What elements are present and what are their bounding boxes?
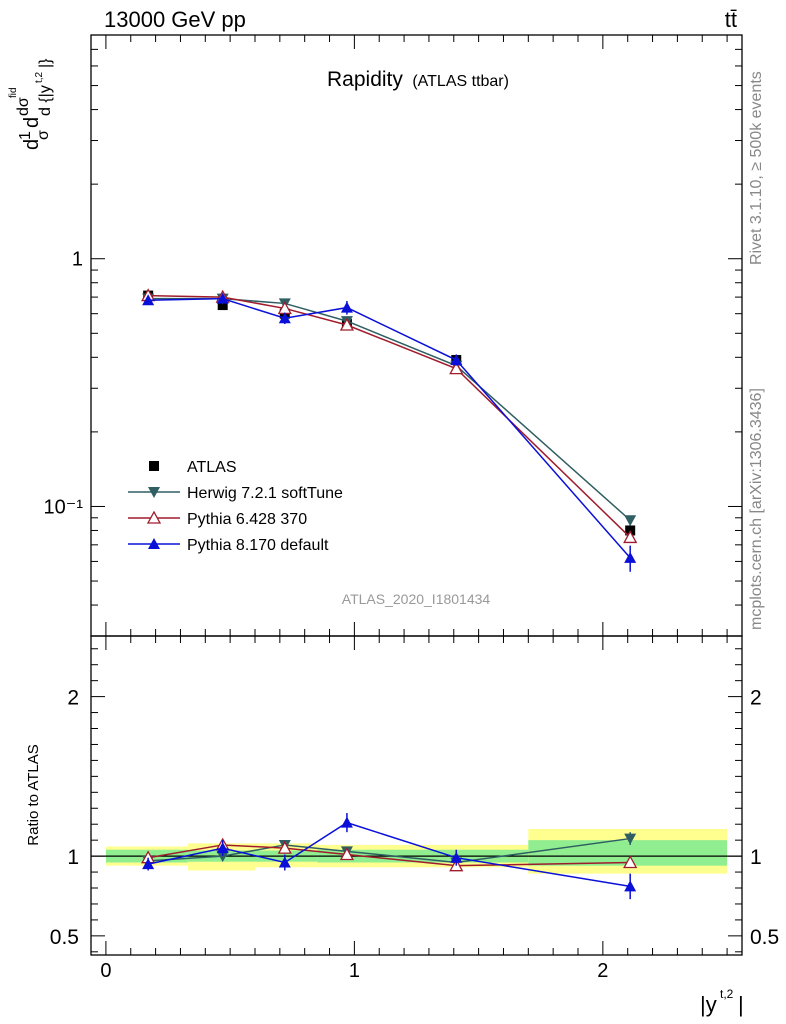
svg-text:|: |: [738, 992, 744, 1017]
data-point: [339, 847, 355, 861]
legend-marker: [149, 461, 159, 471]
axes-frame: 1 10⁻¹ 0.5 0.5 1 1 2 2 0 1 2: [44, 34, 779, 982]
x-tick-label: 1: [349, 960, 360, 982]
ratio-series-2: [142, 813, 637, 900]
data-point: [278, 856, 291, 868]
data-point: [216, 292, 229, 304]
series-line: [147, 821, 631, 888]
data-point: [623, 855, 638, 869]
legend-marker: [148, 538, 160, 549]
data-point: [624, 515, 637, 527]
data-point: [340, 816, 353, 828]
mcplots-label: mcplots.cern.ch [arXiv:1306.3436]: [748, 388, 765, 630]
svg-text:t,2: t,2: [720, 987, 734, 1001]
main-y-axis-label: d 1 σ d dσ fid d {|y t,2 |}: [8, 58, 54, 150]
ratio-y-tick-label-left: 2: [67, 687, 79, 710]
svg-text:|}: |}: [37, 58, 54, 68]
legend-marker: [146, 510, 162, 524]
data-point: [142, 294, 155, 306]
x-tick-label: 0: [100, 960, 111, 982]
legend-entry-3: Pythia 8.170 default: [128, 537, 329, 554]
energy-label: 13000 GeV pp: [104, 7, 246, 32]
data-point: [624, 833, 637, 845]
svg-text:d {|y: d {|y: [37, 85, 54, 116]
svg-text:d: d: [21, 117, 43, 128]
main-subtitle: (ATLAS ttbar): [412, 73, 509, 90]
series-line: [148, 844, 631, 867]
data-point: [217, 300, 228, 311]
legend-label: Pythia 6.428 370: [187, 511, 307, 528]
main-y-tick-label: 10⁻¹: [44, 496, 84, 518]
legend-entry-2: Pythia 6.428 370: [128, 510, 307, 528]
data-point: [623, 530, 638, 544]
data-point: [142, 858, 155, 870]
legend-marker: [148, 487, 160, 498]
analysis-watermark: ATLAS_2020_I1801434: [342, 591, 491, 607]
ratio-frame: [90, 635, 743, 956]
data-point: [339, 317, 355, 331]
main-series-3: [142, 292, 637, 572]
main-title-group: Rapidity (ATLAS ttbar): [327, 68, 509, 91]
data-point: [624, 880, 637, 892]
main-y-tick-label: 1: [72, 249, 83, 271]
main-plot-area: [141, 288, 638, 572]
legend-label: Pythia 8.170 default: [187, 537, 329, 554]
main-title: Rapidity: [327, 68, 403, 91]
data-point: [278, 312, 291, 324]
svg-text:|y: |y: [700, 992, 717, 1017]
legend-label: ATLAS: [187, 459, 237, 476]
legend-entry-1: Herwig 7.2.1 softTune: [128, 485, 343, 502]
data-point: [449, 361, 464, 375]
legend-label: Herwig 7.2.1 softTune: [187, 485, 343, 502]
series-line: [148, 294, 631, 538]
svg-text:1: 1: [17, 131, 34, 140]
data-point: [216, 851, 229, 863]
x-tick-label: 2: [597, 960, 608, 982]
svg-text:d: d: [21, 139, 43, 150]
data-point: [340, 301, 353, 313]
x-axis-label: |y t,2 |: [700, 987, 744, 1017]
data-point: [216, 842, 229, 854]
svg-text:t,2: t,2: [34, 71, 45, 83]
ratio-y-tick-label-left: 0.5: [50, 926, 79, 949]
ratio-y-tick-label-left: 1: [67, 846, 79, 869]
ratio-plot-area: [91, 813, 742, 900]
ratio-y-tick-label-right: 0.5: [750, 926, 779, 949]
data-point: [277, 840, 292, 854]
ratio-y-tick-label-right: 1: [750, 846, 762, 869]
svg-text:σ: σ: [35, 130, 52, 140]
series-line: [148, 837, 631, 864]
data-point: [450, 851, 463, 863]
ratio-y-axis-label: Ratio to ATLAS: [25, 744, 42, 845]
legend-entry-0: ATLAS: [149, 459, 237, 476]
rivet-version-label: Rivet 3.1.10, ≥ 500k events: [748, 71, 765, 265]
series-line: [148, 297, 631, 559]
legend: ATLAS Herwig 7.2.1 softTune Pythia 6.428 3…: [128, 459, 343, 554]
ratio-y-tick-label-right: 2: [750, 687, 762, 710]
data-point: [450, 354, 463, 366]
svg-text:dσ: dσ: [15, 97, 32, 116]
data-point: [624, 551, 637, 563]
process-label: tt̄: [725, 7, 737, 32]
svg-text:fid: fid: [8, 87, 19, 98]
